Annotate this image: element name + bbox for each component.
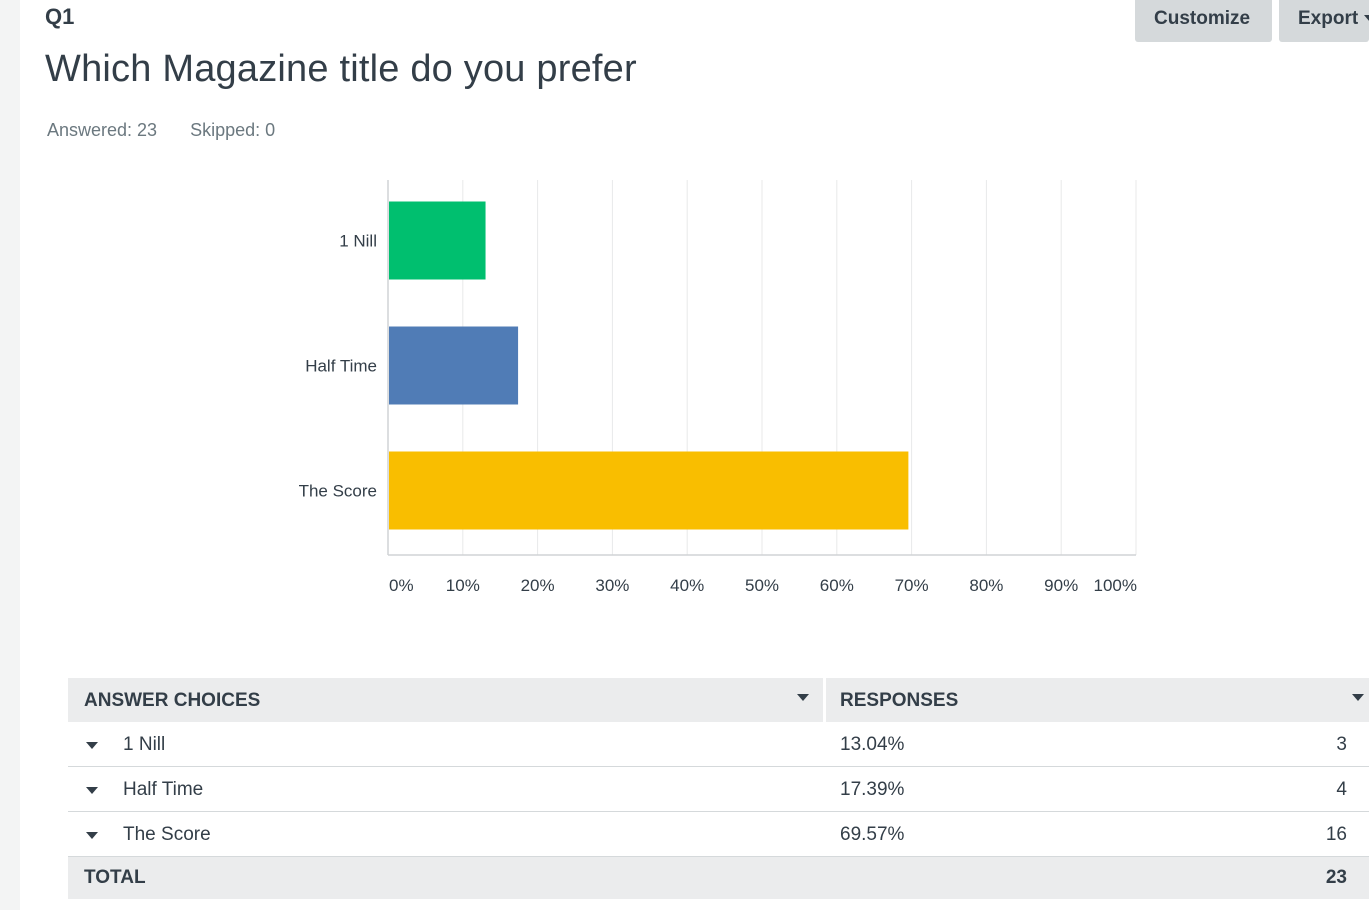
bar-chart: 1 Nill Half Time The Score 0% 10% 20% 30% 40% 50… bbox=[20, 0, 1369, 620]
tick-label: 0% bbox=[389, 576, 414, 595]
table-header: ANSWER CHOICES RESPONSES bbox=[68, 678, 1369, 722]
total-count: 23 bbox=[1325, 867, 1347, 888]
table-row: The Score 69.57% 16 bbox=[68, 812, 1369, 857]
answer-label: The Score bbox=[123, 824, 211, 845]
tick-label: 80% bbox=[969, 576, 1003, 595]
bar bbox=[389, 326, 519, 405]
table-total-row: TOTAL 23 bbox=[68, 857, 1369, 899]
category-label: The Score bbox=[299, 482, 377, 501]
bar bbox=[389, 451, 909, 530]
tick-label: 50% bbox=[745, 576, 779, 595]
export-button[interactable]: Export bbox=[1279, 0, 1369, 42]
tick-label: 20% bbox=[521, 576, 555, 595]
tick-label: 60% bbox=[820, 576, 854, 595]
export-button-label: Export bbox=[1298, 8, 1359, 29]
answered-count: Answered: 23 bbox=[47, 120, 158, 140]
expand-row-icon[interactable] bbox=[86, 742, 98, 749]
answer-count: 16 bbox=[1325, 824, 1347, 845]
answer-percent: 69.57% bbox=[840, 824, 905, 845]
sort-choices-icon[interactable] bbox=[797, 694, 809, 701]
answer-label: 1 Nill bbox=[123, 734, 166, 755]
tick-label: 10% bbox=[446, 576, 480, 595]
tick-label: 30% bbox=[595, 576, 629, 595]
tick-label: 90% bbox=[1044, 576, 1078, 595]
total-label: TOTAL bbox=[84, 867, 146, 888]
category-label: Half Time bbox=[305, 357, 377, 376]
answer-table: ANSWER CHOICES RESPONSES 1 Nill 13.04% 3… bbox=[68, 678, 1369, 899]
table-row: Half Time 17.39% 4 bbox=[68, 767, 1369, 812]
question-number: Q1 bbox=[45, 4, 75, 29]
bar bbox=[389, 201, 486, 280]
skipped-count: Skipped: 0 bbox=[190, 120, 276, 140]
header-divider bbox=[823, 678, 826, 722]
answer-count: 4 bbox=[1336, 779, 1347, 800]
answer-percent: 17.39% bbox=[840, 779, 905, 800]
customize-button-label: Customize bbox=[1154, 8, 1251, 29]
question-summary-panel: Q1 Which Magazine title do you prefer An… bbox=[20, 0, 1369, 910]
category-label: 1 Nill bbox=[339, 232, 377, 251]
customize-button[interactable]: Customize bbox=[1135, 0, 1272, 42]
tick-label: 40% bbox=[670, 576, 704, 595]
answer-choices-header[interactable]: ANSWER CHOICES bbox=[84, 690, 261, 711]
answer-count: 3 bbox=[1336, 734, 1347, 755]
response-stats: Answered: 23 Skipped: 0 bbox=[47, 120, 303, 141]
table-row: 1 Nill 13.04% 3 bbox=[68, 722, 1369, 767]
bar-chart-svg: 1 Nill Half Time The Score 0% 10% 20% 30% 40% 50… bbox=[299, 180, 1137, 595]
answer-percent: 13.04% bbox=[840, 734, 905, 755]
sort-responses-icon[interactable] bbox=[1352, 694, 1364, 701]
expand-row-icon[interactable] bbox=[86, 787, 98, 794]
answer-label: Half Time bbox=[123, 779, 204, 800]
chevron-down-icon bbox=[1364, 15, 1369, 23]
responses-header[interactable]: RESPONSES bbox=[840, 690, 959, 711]
tick-label: 100% bbox=[1094, 576, 1137, 595]
tick-label: 70% bbox=[895, 576, 929, 595]
expand-row-icon[interactable] bbox=[86, 832, 98, 839]
question-title: Which Magazine title do you prefer bbox=[45, 48, 637, 90]
